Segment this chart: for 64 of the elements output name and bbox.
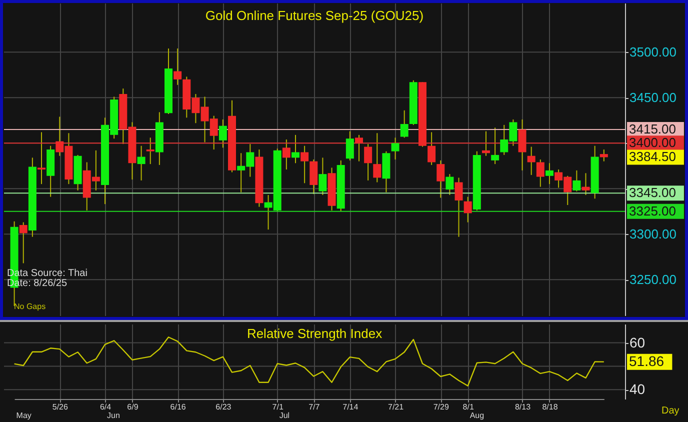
candlestick bbox=[310, 159, 318, 195]
x-tick-label: 8/18 bbox=[542, 402, 558, 412]
x-tick-label: 7/1 bbox=[272, 402, 284, 412]
y-tick-label: 3500.00 bbox=[630, 44, 676, 60]
candlestick bbox=[454, 177, 463, 238]
chart-title: Gold Online Futures Sep-25 (GOU25) bbox=[205, 8, 424, 23]
candlestick bbox=[428, 132, 436, 166]
candlestick bbox=[400, 110, 408, 138]
text: Jun bbox=[107, 411, 120, 420]
x-tick-label: 7/14 bbox=[342, 402, 359, 412]
x-tick-label: 6/23 bbox=[216, 402, 232, 412]
text: 3384.50 bbox=[629, 149, 676, 164]
candlestick bbox=[318, 157, 327, 196]
chart-title: Relative Strength Index bbox=[246, 326, 383, 341]
candlestick bbox=[582, 172, 590, 196]
x-axis-title: Day bbox=[662, 406, 680, 416]
y-tick-label: 3250.00 bbox=[630, 272, 676, 288]
ref-line-label: 3325.00 bbox=[629, 203, 676, 218]
candlestick bbox=[518, 118, 526, 171]
text: May bbox=[16, 411, 32, 420]
candlestick bbox=[491, 127, 500, 165]
x-tick-label: 7/7 bbox=[308, 402, 320, 412]
annotation: No Gaps bbox=[14, 302, 46, 311]
candlestick bbox=[282, 138, 290, 170]
y-tick-label: 3450.00 bbox=[630, 90, 676, 106]
ref-line-label: 3345.00 bbox=[629, 185, 676, 200]
candlestick bbox=[373, 132, 382, 183]
candlestick bbox=[545, 162, 554, 185]
y-tick-label: 60 bbox=[630, 334, 646, 350]
candlestick bbox=[527, 146, 536, 176]
y-tick-label: 40 bbox=[630, 381, 646, 398]
x-tick-label: 5/26 bbox=[52, 402, 68, 412]
candlestick bbox=[436, 160, 445, 198]
x-tick-label: 8/1 bbox=[462, 402, 474, 412]
x-tick-label: 6/9 bbox=[127, 402, 139, 412]
x-tick-label: 7/21 bbox=[388, 402, 404, 412]
candlestick bbox=[300, 145, 309, 184]
candlestick bbox=[38, 132, 46, 185]
text: Jul bbox=[279, 411, 290, 420]
ref-line-label: 3415.00 bbox=[629, 121, 676, 136]
candlestick bbox=[446, 174, 454, 196]
candlestick bbox=[346, 130, 354, 161]
text: 51.86 bbox=[629, 352, 664, 369]
candlestick bbox=[354, 134, 363, 162]
y-tick-label: 3300.00 bbox=[630, 226, 676, 242]
text: Aug bbox=[470, 411, 484, 420]
x-tick-label: 6/16 bbox=[170, 402, 186, 412]
candlestick bbox=[174, 48, 182, 86]
x-tick-label: 8/13 bbox=[514, 402, 532, 412]
ref-line-label: 3400.00 bbox=[629, 135, 676, 150]
candlestick bbox=[146, 137, 154, 165]
candlestick bbox=[364, 144, 372, 181]
candlestick bbox=[482, 130, 490, 156]
candlestick bbox=[536, 159, 544, 188]
candlestick bbox=[464, 196, 472, 223]
candlestick bbox=[137, 145, 146, 181]
candlestick bbox=[19, 222, 28, 264]
x-tick-label: 7/29 bbox=[433, 402, 450, 412]
x-tick-label: 6/4 bbox=[100, 402, 112, 412]
candlestick bbox=[391, 137, 400, 160]
candlestick bbox=[218, 118, 227, 148]
candlestick bbox=[291, 134, 300, 164]
candlestick bbox=[600, 148, 608, 162]
candlestick bbox=[572, 170, 581, 192]
